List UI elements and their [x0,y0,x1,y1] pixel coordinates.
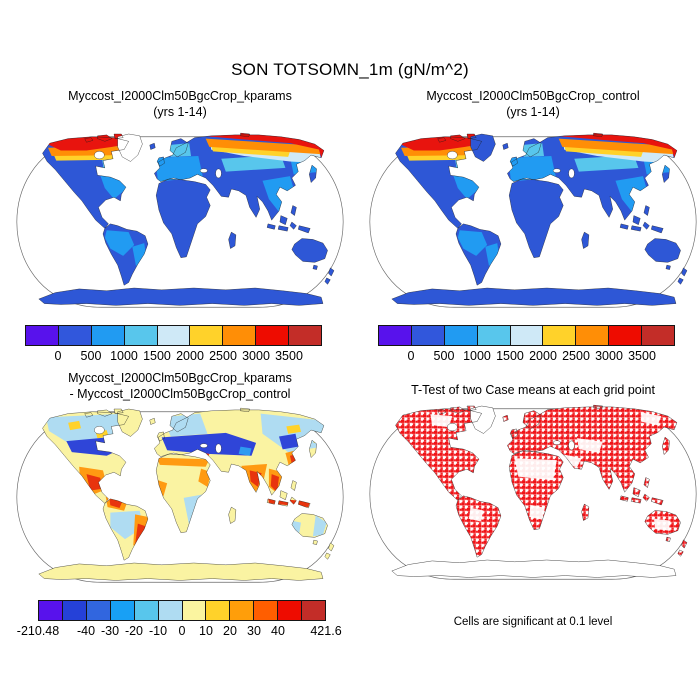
colorbar-segment [158,600,183,621]
colorbar-segment [302,600,327,621]
colorbar-segment [58,325,92,346]
colorbar-tick-label: 500 [433,349,455,363]
colorbar-segment [510,325,544,346]
panel1-title-line1: Myccost_I2000Clm50BgcCrop_kparams [68,89,292,103]
colorbar-tick-label: 0 [54,349,62,363]
colorbar-labels: -210.48 -40 -30 -20 -10 0 10 20 30 40 421.6 [17,624,342,640]
colorbar-tick-label: 2500 [209,349,237,363]
colorbar-segment [182,600,207,621]
colorbar-segment [642,325,676,346]
colorbar-tick-label: 3000 [595,349,623,363]
colorbar-tick-label: 1000 [463,349,491,363]
colorbar-tick-label: 30 [247,624,261,638]
colorbar-segment [477,325,511,346]
colorbar-tick-label: 1500 [496,349,524,363]
colorbar-bar [25,325,323,346]
colorbar-segment [110,600,135,621]
colorbar-tick-label: 2000 [529,349,557,363]
colorbar-segment [157,325,191,346]
colorbar-tick-label: 1500 [143,349,171,363]
colorbar-control: 0 500 1000 1500 2000 2500 3000 3500 [378,325,676,365]
colorbar-tick-label: 0 [178,624,186,638]
colorbar-tick-label: 20 [223,624,237,638]
colorbar-segment [190,325,224,346]
map-ttest [369,404,697,580]
panel3-title: Myccost_I2000Clm50BgcCrop_kparams - Mycc… [10,371,350,402]
colorbar-segment [576,325,610,346]
colorbar-segment [62,600,87,621]
panel2-title-line1: Myccost_I2000Clm50BgcCrop_control [426,89,640,103]
colorbar-tick-label: 3000 [242,349,270,363]
colorbar-segment [223,325,257,346]
colorbar-tick-label: 40 [271,624,285,638]
panel1-title-line2: (yrs 1-14) [153,104,207,119]
colorbar-segment [38,600,63,621]
colorbar-segment [278,600,303,621]
colorbar-segment [25,325,59,346]
colorbar-tick-label: 2500 [562,349,590,363]
colorbar-segment [289,325,323,346]
colorbar-segment [256,325,290,346]
colorbar-tick-label: 3500 [275,349,303,363]
panel2-title: Myccost_I2000Clm50BgcCrop_control (yrs 1… [363,89,700,120]
colorbar-segment [91,325,125,346]
colorbar-labels: 0 500 1000 1500 2000 2500 3000 3500 [378,349,675,365]
colorbar-tick-label: 3500 [628,349,656,363]
ttest-caption: Cells are significant at 0.1 level [453,616,613,628]
colorbar-bar [378,325,676,346]
colorbar-tick-label: -30 [100,624,120,638]
panel3-title-line1: Myccost_I2000Clm50BgcCrop_kparams [68,371,292,385]
colorbar-tick-label: -20 [124,624,144,638]
colorbar-tick-label: 500 [80,349,102,363]
colorbar-segment [543,325,577,346]
colorbar-segment [134,600,159,621]
page-title: SON TOTSOMN_1m (gN/m^2) [231,60,469,79]
panel1-title: Myccost_I2000Clm50BgcCrop_kparams (yrs 1… [10,89,350,120]
map-kparams [16,132,344,308]
colorbar-segment [206,600,231,621]
colorbar-tick-label: -210.48 [16,624,60,638]
colorbar-bar [38,600,327,621]
map-control [369,132,697,308]
colorbar-difference: -210.48 -40 -30 -20 -10 0 10 20 30 40 421.6 [17,600,342,640]
colorbar-segment [444,325,478,346]
colorbar-tick-label: -10 [148,624,168,638]
panel3-title-line2: - Myccost_I2000Clm50BgcCrop_control [69,386,291,401]
colorbar-tick-label: 421.6 [310,624,342,638]
colorbar-segment [124,325,158,346]
colorbar-tick-label: 2000 [176,349,204,363]
colorbar-segment [254,600,279,621]
colorbar-tick-label: 10 [199,624,213,638]
colorbar-segment [411,325,445,346]
panel2-title-line2: (yrs 1-14) [506,104,560,119]
colorbar-segment [378,325,412,346]
colorbar-segment [86,600,111,621]
colorbar-kparams: 0 500 1000 1500 2000 2500 3000 3500 [25,325,323,365]
colorbar-segment [230,600,255,621]
panel4-title-line1: T-Test of two Case means at each grid po… [411,383,655,397]
map-difference [16,407,344,583]
colorbar-labels: 0 500 1000 1500 2000 2500 3000 3500 [25,349,322,365]
colorbar-segment [609,325,643,346]
colorbar-tick-label: 0 [407,349,415,363]
colorbar-tick-label: -40 [76,624,96,638]
panel4-title: T-Test of two Case means at each grid po… [363,383,700,399]
colorbar-tick-label: 1000 [110,349,138,363]
